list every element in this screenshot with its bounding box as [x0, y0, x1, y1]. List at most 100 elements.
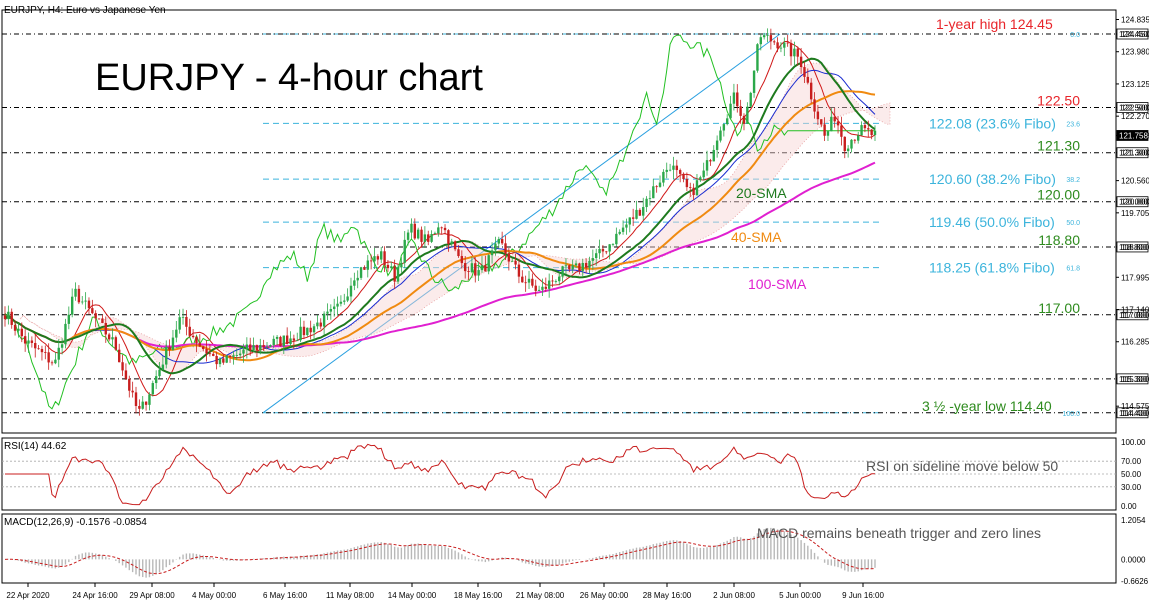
candle-body	[820, 119, 823, 125]
candle-body	[873, 130, 877, 136]
candle-body	[779, 47, 783, 49]
candle-body	[799, 56, 803, 68]
time-tick-label: 2 Jun 08:00	[713, 591, 755, 600]
macd-tick-label: 0.0000	[1121, 555, 1146, 564]
candle-body	[154, 376, 158, 384]
candle-body	[544, 286, 548, 289]
sma-100-line	[4, 161, 876, 348]
candle-body	[564, 265, 568, 267]
level-label: 120.00	[1037, 187, 1080, 203]
fibo-tag: 23.6	[1066, 121, 1080, 128]
time-tick-label: 26 May 00:00	[580, 591, 629, 600]
candle-body	[312, 326, 316, 333]
candle-body	[81, 301, 84, 303]
candle-body	[118, 349, 121, 363]
candle-body	[558, 276, 561, 282]
candle-body	[853, 139, 857, 141]
candle-body	[685, 179, 689, 188]
time-tick-label: 21 May 08:00	[516, 591, 565, 600]
candle-body	[322, 313, 326, 327]
price-tag-box	[1116, 147, 1149, 159]
candle-body	[551, 280, 554, 282]
candle-body	[611, 244, 615, 246]
level-label: 118.80	[1038, 232, 1080, 248]
price-tag-label: 124.450	[1119, 30, 1148, 39]
candle-body	[430, 234, 433, 242]
candle-body	[863, 125, 867, 129]
candle-body	[514, 260, 517, 265]
candle-body	[766, 35, 769, 36]
candle-body	[242, 349, 245, 354]
candle-body	[309, 327, 312, 333]
price-tag-label: 121.758	[1119, 131, 1148, 140]
candle-body	[20, 328, 23, 337]
candle-body	[121, 362, 124, 371]
candle-body	[175, 329, 178, 338]
candle-body	[158, 369, 161, 377]
candle-body	[104, 322, 107, 335]
time-tick-label: 29 Apr 08:00	[129, 591, 175, 600]
rsi-line	[5, 443, 875, 506]
candle-body	[296, 340, 299, 342]
candle-body	[722, 124, 726, 131]
candle-body	[682, 173, 685, 180]
candle-body	[181, 316, 185, 318]
candle-body	[561, 266, 564, 277]
candle-body	[138, 406, 141, 409]
candle-body	[554, 281, 558, 282]
candle-body	[756, 44, 759, 71]
candle-body	[195, 337, 198, 344]
candle-body	[346, 296, 349, 301]
candle-body	[517, 264, 521, 277]
candle-body	[282, 335, 286, 347]
candle-body	[262, 344, 265, 348]
candle-body	[54, 359, 57, 364]
candles	[3, 28, 877, 416]
candle-body	[752, 70, 756, 93]
candle-body	[534, 285, 537, 291]
candle-body	[601, 248, 605, 252]
candle-body	[7, 311, 10, 320]
macd-panel-frame	[1, 513, 1117, 584]
fibo-tag: 61.8	[1066, 266, 1080, 273]
candle-body	[524, 282, 527, 284]
fibo-tag: 38.2	[1066, 177, 1080, 184]
candle-body	[60, 344, 64, 348]
candle-body	[668, 169, 672, 171]
candle-body	[490, 250, 494, 256]
candle-body	[715, 140, 719, 150]
candle-body	[225, 355, 228, 363]
price-tag-box	[1116, 309, 1149, 321]
candle-body	[67, 314, 71, 324]
candle-body	[128, 378, 131, 391]
candle-body	[23, 336, 27, 344]
candle-body	[699, 177, 702, 181]
candle-body	[470, 263, 474, 273]
candle-body	[17, 328, 20, 331]
price-tick-label: 122.500	[1121, 103, 1149, 112]
price-tag-box	[1116, 196, 1149, 208]
candle-body	[390, 266, 393, 269]
candle-body	[588, 260, 591, 268]
candle-body	[410, 223, 413, 233]
candle-body	[249, 344, 252, 351]
candle-body	[228, 355, 232, 357]
candle-body	[94, 313, 97, 319]
time-tick-label: 18 May 16:00	[454, 591, 503, 600]
candle-body	[255, 345, 259, 351]
candle-body	[527, 278, 531, 283]
candle-body	[645, 198, 648, 208]
candle-body	[427, 234, 430, 242]
candle-body	[511, 260, 514, 262]
candle-body	[773, 41, 776, 43]
price-tick-label: 117.000	[1121, 311, 1149, 320]
candle-body	[830, 116, 833, 132]
candle-body	[235, 355, 238, 356]
candle-body	[786, 42, 789, 44]
rsi-tick-label: 30.00	[1121, 483, 1142, 492]
candle-body	[605, 251, 608, 253]
candle-body	[692, 187, 695, 196]
candle-body	[144, 401, 148, 405]
candle-body	[541, 286, 544, 290]
